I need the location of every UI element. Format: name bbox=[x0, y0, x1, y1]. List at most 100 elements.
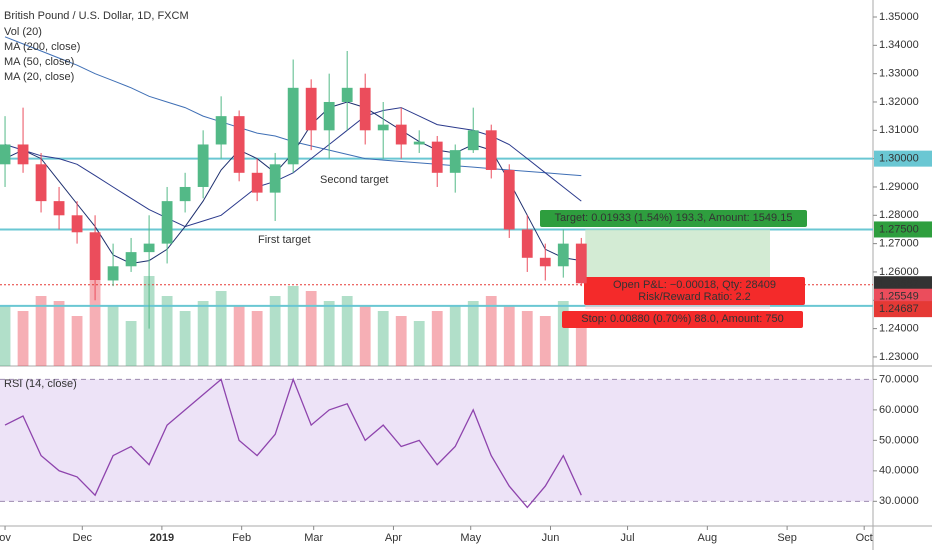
volume-bar bbox=[521, 311, 533, 366]
volume-bar bbox=[503, 306, 515, 366]
target-label-text: Target: 0.01933 (1.54%) 193.3, Amount: 1… bbox=[555, 212, 793, 224]
rsi-tick-label: 60.0000 bbox=[879, 404, 919, 416]
y-tick-label: 1.31000 bbox=[879, 124, 919, 136]
pnl-label-text: Open P&L: −0.00018, Qty: 28409 bbox=[613, 279, 776, 291]
candle-body bbox=[71, 215, 83, 233]
price-tag bbox=[874, 288, 932, 305]
candle-body bbox=[53, 201, 65, 216]
volume-bar bbox=[467, 301, 479, 366]
pnl-label-text: Risk/Reward Ratio: 2.2 bbox=[638, 291, 751, 303]
x-tick-label: Oct bbox=[856, 532, 873, 544]
candle-body bbox=[485, 130, 497, 170]
volume-bar bbox=[251, 311, 263, 366]
candle-body bbox=[323, 101, 335, 131]
y-tick-label: 1.35000 bbox=[879, 11, 919, 23]
candle-body bbox=[539, 257, 551, 267]
rsi-tick-label: 70.0000 bbox=[879, 373, 919, 385]
candle-body bbox=[35, 164, 47, 202]
x-tick-label: Aug bbox=[698, 532, 718, 544]
y-tick-label: 1.32000 bbox=[879, 96, 919, 108]
candle-body bbox=[179, 186, 191, 202]
volume-bar bbox=[323, 301, 335, 366]
volume-bar bbox=[485, 296, 497, 366]
legend-item: MA (20, close) bbox=[4, 71, 74, 83]
volume-bar bbox=[179, 311, 191, 366]
price-tag bbox=[874, 221, 932, 238]
candle-body bbox=[467, 130, 479, 151]
rsi-tick-label: 40.0000 bbox=[879, 465, 919, 477]
y-tick-label: 1.27000 bbox=[879, 238, 919, 250]
candle-body bbox=[161, 201, 173, 244]
volume-bar bbox=[305, 291, 317, 366]
pnl-label bbox=[584, 277, 805, 305]
candle-body bbox=[0, 144, 11, 165]
volume-bar bbox=[0, 306, 11, 366]
price-tag bbox=[874, 276, 932, 293]
candle-body bbox=[575, 243, 587, 284]
y-tick-label: 1.28000 bbox=[879, 209, 919, 221]
x-tick-label: Sep bbox=[777, 532, 797, 544]
volume-bar bbox=[431, 311, 443, 366]
target-zone bbox=[585, 229, 770, 285]
volume-bar bbox=[395, 316, 407, 366]
candle-body bbox=[557, 243, 569, 267]
candle-body bbox=[125, 252, 137, 267]
candle-body bbox=[251, 172, 263, 193]
rsi-title: RSI (14, close) bbox=[4, 378, 77, 390]
volume-bar bbox=[341, 296, 353, 366]
volume-bar bbox=[53, 301, 65, 366]
candle-body bbox=[287, 87, 299, 165]
level-tag bbox=[874, 150, 932, 167]
x-tick-label: Apr bbox=[385, 532, 402, 544]
annotation: Second target bbox=[320, 174, 389, 186]
candle-body bbox=[431, 141, 443, 173]
rsi-line bbox=[4, 377, 582, 509]
rsi-tick-label: 30.0000 bbox=[879, 495, 919, 507]
x-tick-label: 2019 bbox=[150, 532, 174, 544]
candle-body bbox=[107, 266, 119, 281]
x-tick-label: Dec bbox=[73, 532, 93, 544]
volume-bar bbox=[269, 296, 281, 366]
price-tag-label: 1.24687 bbox=[879, 303, 919, 315]
y-tick-label: 1.34000 bbox=[879, 39, 919, 51]
volume-bar bbox=[557, 301, 569, 366]
x-tick-label: Mar bbox=[304, 532, 323, 544]
volume-bar bbox=[17, 311, 29, 366]
candle-body bbox=[305, 87, 317, 131]
candle-body bbox=[89, 232, 101, 281]
volume-bar bbox=[377, 311, 389, 366]
candle-body bbox=[521, 229, 533, 258]
volume-bar bbox=[233, 306, 245, 366]
volume-bar bbox=[125, 321, 137, 366]
volume-bar bbox=[35, 296, 47, 366]
candle-body bbox=[197, 144, 209, 187]
volume-bar bbox=[287, 286, 299, 366]
x-tick-label: ov bbox=[0, 532, 11, 544]
volume-bar bbox=[71, 316, 83, 366]
volume-bar bbox=[107, 306, 119, 366]
price-tag bbox=[874, 301, 932, 318]
y-tick-label: 1.29000 bbox=[879, 181, 919, 193]
candle-body bbox=[215, 116, 227, 145]
x-tick-label: Jul bbox=[621, 532, 635, 544]
candle-body bbox=[503, 169, 515, 230]
candle-body bbox=[17, 144, 29, 165]
candle-body bbox=[341, 87, 353, 102]
volume-bar bbox=[197, 301, 209, 366]
candle-body bbox=[233, 116, 245, 173]
x-tick-label: Jun bbox=[542, 532, 560, 544]
candle-body bbox=[359, 87, 371, 131]
volume-bar bbox=[215, 291, 227, 366]
y-tick-label: 1.26000 bbox=[879, 266, 919, 278]
stop-label-text: Stop: 0.00880 (0.70%) 88.0, Amount: 750 bbox=[581, 313, 783, 325]
stop-label bbox=[562, 311, 803, 328]
y-tick-label: 1.33000 bbox=[879, 68, 919, 80]
y-tick-label: 1.24000 bbox=[879, 323, 919, 335]
volume-bar bbox=[161, 296, 173, 366]
target-label bbox=[540, 210, 807, 227]
volume-bar bbox=[575, 321, 587, 366]
level-tag-label: 1.30000 bbox=[879, 153, 919, 165]
candle-body bbox=[449, 150, 461, 173]
price-tag-label: 1.25549 bbox=[879, 291, 919, 303]
